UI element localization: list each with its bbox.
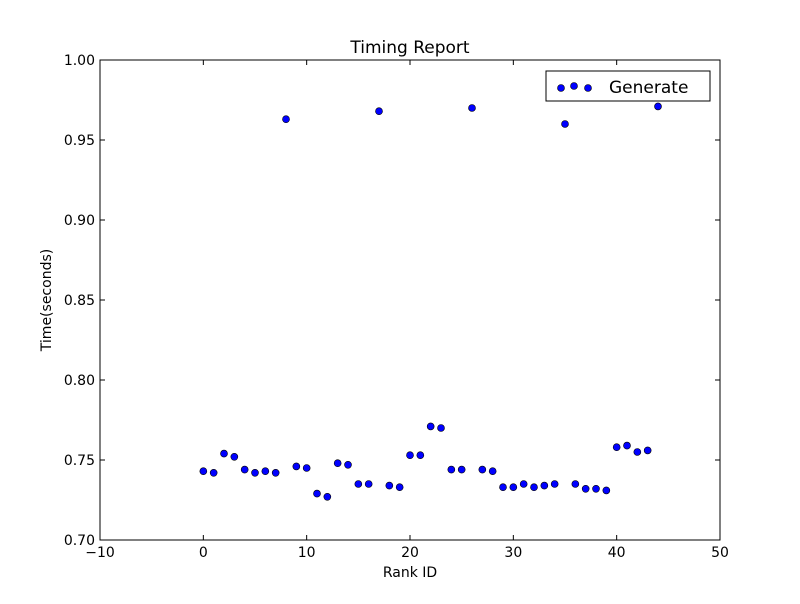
data-point <box>209 468 218 477</box>
data-point <box>375 107 383 115</box>
x-tick-label: −10 <box>85 545 115 561</box>
data-point <box>230 452 239 461</box>
data-point <box>385 481 394 490</box>
data-point <box>426 422 435 431</box>
data-point <box>592 484 600 493</box>
data-point <box>499 483 507 492</box>
y-tick-label: 1.00 <box>64 53 95 69</box>
y-tick-label: 0.75 <box>64 453 95 469</box>
x-tick-label: 30 <box>504 545 522 561</box>
data-point <box>602 486 611 495</box>
data-point <box>240 465 249 474</box>
chart-title: Timing Report <box>349 38 470 58</box>
data-point <box>333 459 342 468</box>
data-point <box>654 102 662 111</box>
data-point <box>519 480 528 488</box>
x-tick-label: 20 <box>401 545 419 561</box>
data-point <box>571 480 580 488</box>
data-point <box>612 443 621 452</box>
data-point <box>395 483 404 492</box>
data-points <box>199 102 662 501</box>
x-tick-label: 50 <box>711 545 729 561</box>
data-point <box>282 115 290 123</box>
data-point <box>302 464 311 472</box>
data-point <box>354 480 363 488</box>
x-axis-title: Rank ID <box>383 565 437 581</box>
plot-area <box>100 60 720 540</box>
legend-marker <box>584 84 592 92</box>
data-point <box>416 451 425 460</box>
data-point <box>406 451 414 460</box>
data-point <box>488 467 497 476</box>
legend-label: Generate <box>609 78 688 98</box>
data-point <box>581 484 590 493</box>
data-point <box>251 468 259 477</box>
y-tick-label: 0.95 <box>64 133 95 149</box>
x-tick-label: 40 <box>608 545 626 561</box>
legend: Generate <box>545 70 711 102</box>
data-point <box>633 448 642 456</box>
data-point <box>561 120 569 128</box>
data-point <box>550 480 559 488</box>
data-point <box>530 483 538 492</box>
y-tick-label: 0.90 <box>64 213 95 229</box>
x-tick-label: 0 <box>199 545 208 561</box>
y-tick-label: 0.80 <box>64 373 95 389</box>
data-point <box>292 462 301 471</box>
data-point <box>457 465 466 474</box>
axis-ticks: −10 0 10 20 30 40 50 0.70 0.75 0.80 0.85 0.90 0.95 1.… <box>64 53 729 561</box>
data-point <box>468 104 476 112</box>
y-tick-label: 0.85 <box>64 293 95 309</box>
data-point <box>447 465 456 474</box>
data-point <box>623 441 631 450</box>
data-point <box>437 424 445 432</box>
legend-marker <box>557 84 565 92</box>
data-point <box>313 489 321 498</box>
data-point <box>344 460 352 469</box>
data-point <box>509 483 518 492</box>
y-tick-label: 0.70 <box>64 533 95 549</box>
data-point <box>271 468 280 477</box>
data-point <box>199 467 208 476</box>
data-point <box>323 492 332 501</box>
data-point <box>261 467 270 476</box>
x-tick-label: 10 <box>298 545 316 561</box>
data-point <box>478 465 487 474</box>
data-point <box>220 449 228 458</box>
y-axis-title: Time(seconds) <box>39 249 55 352</box>
data-point <box>540 481 549 490</box>
legend-marker <box>570 82 578 90</box>
data-point <box>364 480 373 488</box>
data-point <box>643 446 652 455</box>
